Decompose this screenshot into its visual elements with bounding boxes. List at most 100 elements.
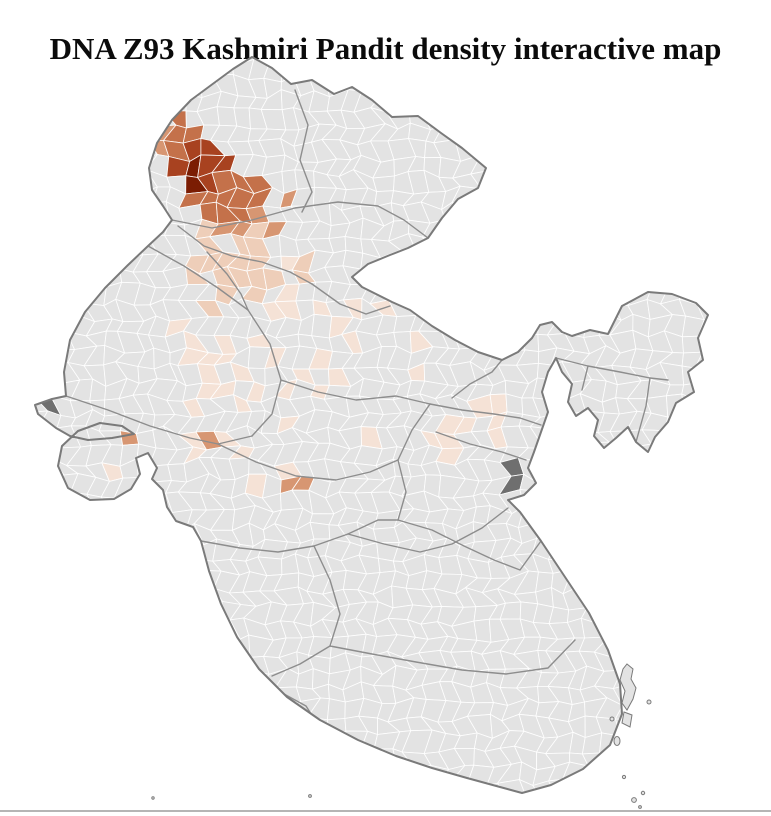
district-cell[interactable] [152, 75, 171, 99]
district-cell[interactable] [564, 57, 587, 83]
district-cell[interactable] [346, 800, 362, 816]
district-cell[interactable] [676, 537, 703, 563]
district-cell[interactable] [199, 812, 217, 816]
district-cell[interactable] [711, 541, 732, 555]
district-cell[interactable] [308, 61, 338, 83]
district-cell[interactable] [726, 338, 745, 354]
district-cell[interactable] [691, 715, 714, 734]
district-cell[interactable] [599, 74, 619, 99]
district-cell[interactable] [118, 687, 139, 707]
district-cell[interactable] [534, 47, 559, 64]
district-cell[interactable] [520, 77, 544, 97]
district-cell[interactable] [97, 649, 124, 673]
district-cell[interactable] [649, 683, 669, 706]
district-cell[interactable] [657, 89, 689, 110]
district-cell[interactable] [466, 298, 490, 318]
district-cell[interactable] [82, 507, 113, 531]
district-cell[interactable] [113, 591, 138, 604]
district-cell[interactable] [115, 141, 141, 159]
district-cell[interactable] [18, 553, 44, 575]
district-cell[interactable] [707, 175, 736, 194]
district-cell[interactable] [727, 238, 751, 252]
district-cell[interactable] [609, 569, 635, 593]
district-cell[interactable] [692, 478, 712, 497]
district-cell[interactable] [98, 154, 126, 179]
district-cell[interactable] [211, 60, 234, 76]
district-cell[interactable] [664, 186, 688, 206]
district-cell[interactable] [25, 89, 46, 115]
district-cell[interactable] [641, 59, 669, 75]
district-cell[interactable] [691, 745, 718, 771]
district-cell[interactable] [99, 601, 124, 626]
district-cell[interactable] [309, 521, 331, 540]
district-cell[interactable] [658, 605, 689, 622]
district-cell[interactable] [520, 234, 545, 257]
district-cell[interactable] [161, 653, 187, 675]
district-cell[interactable] [693, 458, 713, 480]
district-cell[interactable] [98, 170, 126, 194]
district-cell[interactable] [290, 780, 319, 797]
district-cell[interactable] [581, 190, 608, 205]
district-cell[interactable] [532, 139, 557, 163]
district-cell[interactable] [532, 121, 562, 142]
district-cell[interactable] [453, 285, 474, 303]
district-cell[interactable] [609, 160, 641, 175]
district-cell[interactable] [36, 666, 66, 690]
district-cell[interactable] [610, 110, 638, 130]
district-cell[interactable] [84, 684, 110, 703]
district-cell[interactable] [54, 767, 77, 785]
district-cell[interactable] [691, 394, 717, 419]
district-cell[interactable] [633, 779, 656, 802]
district-cell[interactable] [567, 298, 588, 323]
district-cell[interactable] [311, 313, 333, 339]
district-cell[interactable] [423, 265, 447, 289]
district-cell[interactable] [387, 784, 417, 798]
district-cell[interactable] [705, 576, 735, 595]
district-cell[interactable] [41, 318, 65, 334]
district-cell[interactable] [41, 570, 64, 589]
district-cell[interactable] [51, 491, 78, 515]
district-cell[interactable] [440, 44, 460, 65]
district-cell[interactable] [550, 442, 574, 467]
district-cell[interactable] [177, 555, 204, 576]
district-cell[interactable] [132, 702, 160, 721]
district-cell[interactable] [599, 57, 626, 78]
district-cell[interactable] [292, 59, 319, 79]
district-cell[interactable] [275, 746, 298, 766]
district-cell[interactable] [706, 473, 733, 497]
district-cell[interactable] [644, 95, 667, 112]
district-cell[interactable] [657, 108, 689, 129]
district-cell[interactable] [115, 540, 140, 563]
district-cell[interactable] [84, 669, 114, 691]
district-cell[interactable] [134, 121, 159, 145]
district-cell[interactable] [453, 298, 474, 322]
district-cell[interactable] [72, 219, 98, 241]
district-cell[interactable] [615, 217, 638, 241]
district-cell[interactable] [71, 507, 94, 528]
district-cell[interactable] [25, 747, 47, 769]
district-cell[interactable] [644, 186, 667, 207]
district-cell[interactable] [695, 185, 718, 209]
district-cell[interactable] [609, 138, 641, 163]
district-cell[interactable] [67, 250, 97, 274]
district-cell[interactable] [710, 655, 732, 673]
district-cell[interactable] [577, 253, 602, 274]
district-cell[interactable] [697, 654, 713, 674]
district-cell[interactable] [578, 441, 610, 464]
district-cell[interactable] [340, 780, 362, 803]
district-cell[interactable] [451, 201, 482, 226]
district-cell[interactable] [626, 252, 654, 272]
district-cell[interactable] [408, 92, 429, 109]
district-cell[interactable] [293, 730, 320, 753]
district-cell[interactable] [663, 59, 684, 78]
district-cell[interactable] [439, 286, 463, 303]
district-cell[interactable] [726, 608, 753, 624]
district-cell[interactable] [70, 202, 98, 222]
district-cell[interactable] [457, 266, 474, 288]
district-cell[interactable] [98, 89, 123, 111]
district-cell[interactable] [22, 171, 46, 190]
district-cell[interactable] [614, 508, 638, 531]
district-cell[interactable] [563, 224, 594, 243]
district-cell[interactable] [178, 635, 202, 655]
district-cell[interactable] [103, 137, 126, 160]
